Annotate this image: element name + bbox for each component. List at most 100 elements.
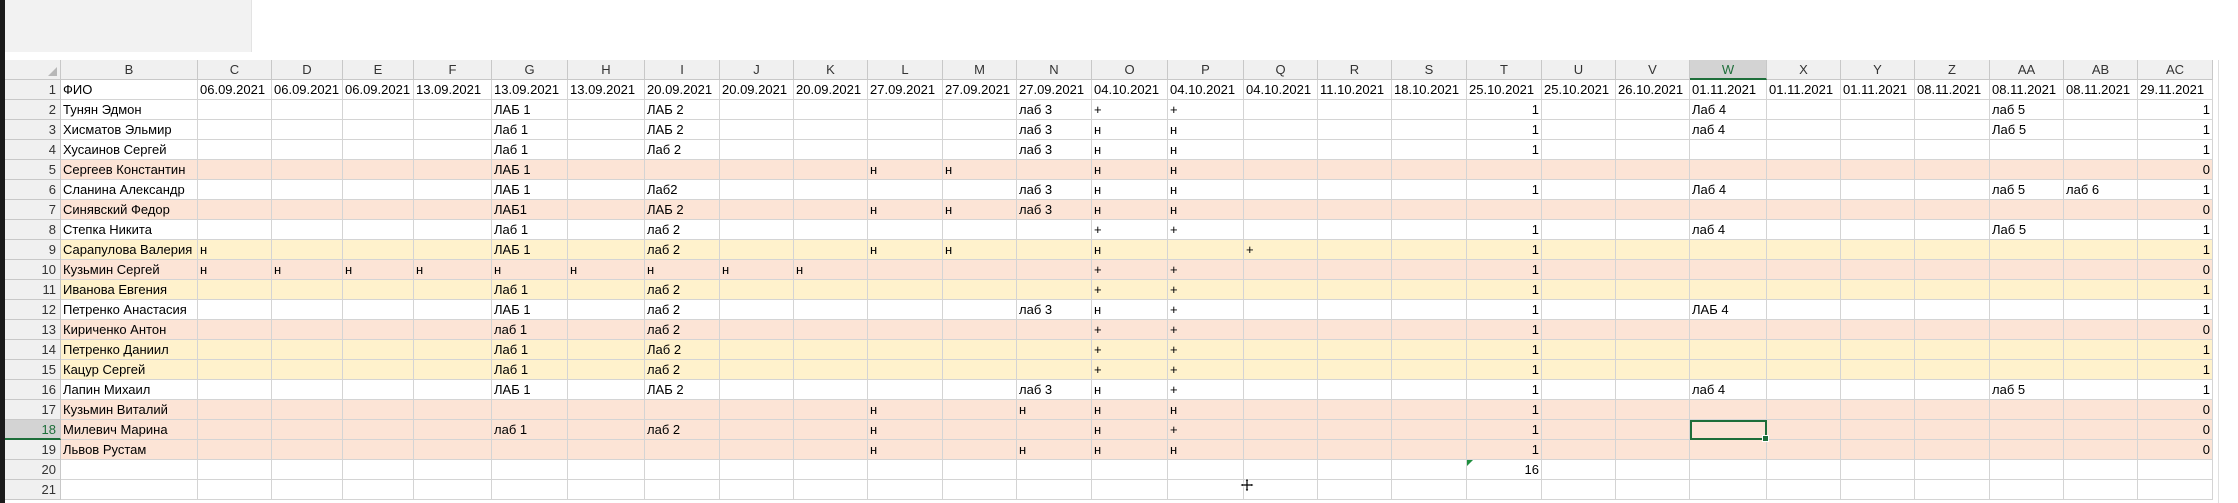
cell-o21[interactable] (1092, 480, 1168, 500)
cell-e10[interactable]: н (343, 260, 414, 280)
cell-d13[interactable] (272, 320, 343, 340)
cell-r5[interactable] (1318, 160, 1392, 180)
cell-n14[interactable] (1017, 340, 1092, 360)
column-header-ac[interactable]: AC (2138, 60, 2213, 80)
cell-f4[interactable] (414, 140, 492, 160)
cell-v9[interactable] (1616, 240, 1690, 260)
cell-u21[interactable] (1542, 480, 1616, 500)
cell-b21[interactable] (61, 480, 198, 500)
cell-i17[interactable] (645, 400, 720, 420)
cell-b5[interactable]: Сергеев Константин (61, 160, 198, 180)
cell-ab14[interactable] (2064, 340, 2138, 360)
cell-g6[interactable]: ЛАБ 1 (492, 180, 568, 200)
cell-j18[interactable] (720, 420, 794, 440)
cell-e12[interactable] (343, 300, 414, 320)
cell-h16[interactable] (568, 380, 645, 400)
cell-g3[interactable]: Лаб 1 (492, 120, 568, 140)
cell-r6[interactable] (1318, 180, 1392, 200)
cell-t9[interactable]: 1 (1467, 240, 1542, 260)
cell-ac9[interactable]: 1 (2138, 240, 2213, 260)
cell-s17[interactable] (1392, 400, 1467, 420)
cell-t14[interactable]: 1 (1467, 340, 1542, 360)
cell-h3[interactable] (568, 120, 645, 140)
cell-n20[interactable] (1017, 460, 1092, 480)
cell-u12[interactable] (1542, 300, 1616, 320)
cell-u5[interactable] (1542, 160, 1616, 180)
cell-z10[interactable] (1915, 260, 1990, 280)
cell-i21[interactable] (645, 480, 720, 500)
cell-k17[interactable] (794, 400, 868, 420)
column-header-t[interactable]: T (1467, 60, 1542, 80)
cell-g5[interactable]: ЛАБ 1 (492, 160, 568, 180)
cell-h5[interactable] (568, 160, 645, 180)
cell-s7[interactable] (1392, 200, 1467, 220)
cell-n3[interactable]: лаб 3 (1017, 120, 1092, 140)
cell-o13[interactable]: + (1092, 320, 1168, 340)
cell-ac8[interactable]: 1 (2138, 220, 2213, 240)
cell-x6[interactable] (1767, 180, 1841, 200)
cell-l6[interactable] (868, 180, 943, 200)
cell-g9[interactable]: ЛАБ 1 (492, 240, 568, 260)
cell-ab5[interactable] (2064, 160, 2138, 180)
cell-v5[interactable] (1616, 160, 1690, 180)
cell-ab20[interactable] (2064, 460, 2138, 480)
cell-t10[interactable]: 1 (1467, 260, 1542, 280)
cell-s18[interactable] (1392, 420, 1467, 440)
column-header-ab[interactable]: AB (2064, 60, 2138, 80)
cell-u6[interactable] (1542, 180, 1616, 200)
cell-j11[interactable] (720, 280, 794, 300)
cell-j2[interactable] (720, 100, 794, 120)
cell-i16[interactable]: ЛАБ 2 (645, 380, 720, 400)
cell-q13[interactable] (1244, 320, 1318, 340)
cell-m1[interactable]: 27.09.2021 (943, 80, 1017, 100)
cell-l11[interactable] (868, 280, 943, 300)
cell-b12[interactable]: Петренко Анастасия (61, 300, 198, 320)
cell-aa14[interactable] (1990, 340, 2064, 360)
cell-y19[interactable] (1841, 440, 1915, 460)
cell-s6[interactable] (1392, 180, 1467, 200)
cell-q12[interactable] (1244, 300, 1318, 320)
cell-s10[interactable] (1392, 260, 1467, 280)
cell-f12[interactable] (414, 300, 492, 320)
cell-u10[interactable] (1542, 260, 1616, 280)
cell-r1[interactable]: 11.10.2021 (1318, 80, 1392, 100)
cell-f11[interactable] (414, 280, 492, 300)
cell-x2[interactable] (1767, 100, 1841, 120)
column-header-j[interactable]: J (720, 60, 794, 80)
cell-r13[interactable] (1318, 320, 1392, 340)
name-box-area[interactable] (5, 0, 252, 52)
cell-e11[interactable] (343, 280, 414, 300)
cell-k3[interactable] (794, 120, 868, 140)
cell-v20[interactable] (1616, 460, 1690, 480)
cell-c1[interactable]: 06.09.2021 (198, 80, 272, 100)
cell-n15[interactable] (1017, 360, 1092, 380)
cell-aa15[interactable] (1990, 360, 2064, 380)
row-header[interactable]: 17 (5, 400, 61, 420)
cell-ab12[interactable] (2064, 300, 2138, 320)
row-header[interactable]: 9 (5, 240, 61, 260)
cell-i11[interactable]: лаб 2 (645, 280, 720, 300)
column-header-g[interactable]: G (492, 60, 568, 80)
cell-n19[interactable]: н (1017, 440, 1092, 460)
cell-j12[interactable] (720, 300, 794, 320)
column-header-m[interactable]: M (943, 60, 1017, 80)
cell-y11[interactable] (1841, 280, 1915, 300)
cell-m3[interactable] (943, 120, 1017, 140)
cell-d1[interactable]: 06.09.2021 (272, 80, 343, 100)
cell-g17[interactable] (492, 400, 568, 420)
cell-j4[interactable] (720, 140, 794, 160)
cell-q14[interactable] (1244, 340, 1318, 360)
cell-ac13[interactable]: 0 (2138, 320, 2213, 340)
cell-k8[interactable] (794, 220, 868, 240)
cell-o14[interactable]: + (1092, 340, 1168, 360)
cell-n18[interactable] (1017, 420, 1092, 440)
cell-j19[interactable] (720, 440, 794, 460)
cell-v4[interactable] (1616, 140, 1690, 160)
cell-y21[interactable] (1841, 480, 1915, 500)
column-header-o[interactable]: O (1092, 60, 1168, 80)
column-header-aa[interactable]: AA (1990, 60, 2064, 80)
cell-i1[interactable]: 20.09.2021 (645, 80, 720, 100)
cell-y1[interactable]: 01.11.2021 (1841, 80, 1915, 100)
cell-h15[interactable] (568, 360, 645, 380)
cell-w20[interactable] (1690, 460, 1767, 480)
